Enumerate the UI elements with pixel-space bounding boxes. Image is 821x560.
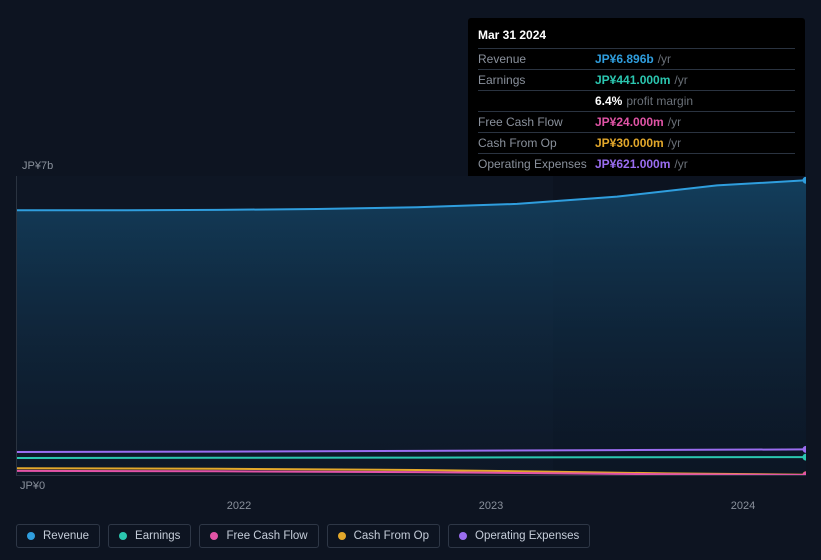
tooltip-row: 6.4% profit margin	[478, 90, 795, 111]
legend-item-operating-expenses[interactable]: Operating Expenses	[448, 524, 590, 548]
tooltip-row-label	[478, 94, 595, 108]
legend-item-free-cash-flow[interactable]: Free Cash Flow	[199, 524, 318, 548]
tooltip-row: Cash From OpJP¥30.000m/yr	[478, 132, 795, 153]
legend-swatch	[459, 532, 467, 540]
revenue-area	[17, 180, 806, 476]
tooltip-row-value: JP¥24.000m	[595, 115, 664, 129]
tooltip-row: RevenueJP¥6.896b/yr	[478, 48, 795, 69]
tooltip-row-value: JP¥30.000m	[595, 136, 664, 150]
legend-label: Operating Expenses	[475, 530, 579, 542]
legend-label: Cash From Op	[354, 530, 429, 542]
chart-tooltip: Mar 31 2024 RevenueJP¥6.896b/yrEarningsJ…	[468, 18, 805, 180]
y-axis-max-label: JP¥7b	[22, 160, 805, 172]
tooltip-row-extra: profit margin	[626, 94, 693, 108]
tooltip-row: Free Cash FlowJP¥24.000m/yr	[478, 111, 795, 132]
x-axis-tick: 2024	[731, 500, 755, 512]
legend-label: Earnings	[135, 530, 180, 542]
legend-label: Revenue	[43, 530, 89, 542]
legend-item-revenue[interactable]: Revenue	[16, 524, 100, 548]
x-axis-tick: 2022	[227, 500, 251, 512]
x-axis-tick: 2023	[479, 500, 503, 512]
legend-swatch	[27, 532, 35, 540]
legend-swatch	[119, 532, 127, 540]
chart-legend: Revenue Earnings Free Cash Flow Cash From O…	[16, 524, 590, 548]
legend-swatch	[338, 532, 346, 540]
tooltip-date: Mar 31 2024	[478, 24, 795, 48]
tooltip-row-label: Free Cash Flow	[478, 115, 595, 129]
tooltip-row: EarningsJP¥441.000m/yr	[478, 69, 795, 90]
tooltip-row-value: JP¥6.896b	[595, 52, 654, 66]
financials-chart: JP¥7b JP¥0 2022 2023 2024	[16, 160, 805, 516]
tooltip-row-value: JP¥441.000m	[595, 73, 670, 87]
tooltip-row-label: Revenue	[478, 52, 595, 66]
tooltip-row-unit: /yr	[658, 52, 671, 66]
tooltip-row-label: Cash From Op	[478, 136, 595, 150]
tooltip-row-unit: /yr	[668, 136, 681, 150]
chart-plot-area[interactable]	[16, 176, 805, 476]
tooltip-row-unit: /yr	[668, 115, 681, 129]
legend-item-earnings[interactable]: Earnings	[108, 524, 191, 548]
tooltip-row-label: Earnings	[478, 73, 595, 87]
legend-label: Free Cash Flow	[226, 530, 307, 542]
tooltip-row-value: 6.4%	[595, 94, 622, 108]
tooltip-row-unit: /yr	[674, 73, 687, 87]
legend-swatch	[210, 532, 218, 540]
earnings-line	[17, 457, 806, 458]
y-axis-min-label: JP¥0	[20, 480, 45, 492]
legend-item-cash-from-op[interactable]: Cash From Op	[327, 524, 440, 548]
